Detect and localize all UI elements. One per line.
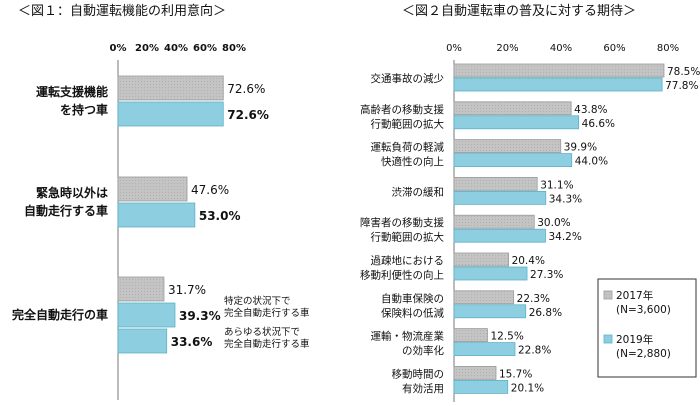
chart2-data-label: 12.5% — [490, 331, 523, 343]
chart1-category-label: を持つ車 — [60, 102, 108, 117]
chart2-data-label: 34.2% — [548, 231, 581, 243]
chart2-category-label: 過疎地における — [371, 254, 445, 267]
chart2-category-label: 高齢者の移動支援 — [360, 103, 444, 116]
chart2-data-label: 15.7% — [499, 368, 532, 380]
chart2-category-label: の効率化 — [402, 344, 444, 357]
chart1-xtick-label: 0% — [110, 43, 127, 54]
chart2-data-label: 39.9% — [564, 142, 597, 154]
chart1-category-label: 緊急時以外は — [36, 185, 108, 200]
chart1-category-label: 運転支援機能 — [36, 84, 108, 99]
chart2-legend-label: 2017年 — [616, 289, 653, 302]
chart2-legend-box — [597, 278, 697, 378]
chart1-category-label: 完全自動走行の車 — [12, 307, 108, 322]
chart2-data-label: 44.0% — [575, 156, 608, 168]
chart2-category-label: 保険料の低減 — [381, 306, 444, 319]
chart2-bar — [453, 304, 527, 319]
chart2-data-label: 22.3% — [517, 293, 550, 305]
chart2-xtick-label: 20% — [496, 43, 518, 54]
chart2-bar — [453, 139, 562, 154]
chart2-data-label: 43.8% — [574, 104, 607, 116]
chart1-annotation: 完全自動走行する車 — [224, 338, 310, 350]
chart1-xtick-label: 60% — [193, 43, 217, 54]
chart1-xtick-label: 80% — [222, 43, 246, 54]
chart2-data-label: 30.0% — [537, 217, 570, 229]
chart2-bar — [453, 190, 547, 205]
chart1-bar — [117, 302, 176, 328]
chart2-xtick-label: 60% — [603, 43, 625, 54]
chart2-data-label: 27.3% — [530, 269, 563, 281]
chart1-xtick-label: 20% — [135, 43, 159, 54]
chart2-category-label: 運輸・物流産業 — [371, 330, 445, 343]
chart2-data-label: 34.3% — [549, 193, 582, 205]
chart2-data-label: 22.8% — [518, 345, 551, 357]
chart2-legend-label: 2019年 — [616, 333, 653, 346]
chart2-category-label: 障害者の移動支援 — [360, 216, 444, 229]
chart2-bar — [453, 214, 535, 229]
chart2-bar — [453, 266, 528, 281]
chart2-bar — [453, 290, 515, 305]
chart1-bar — [117, 75, 224, 101]
chart1-data-label: 39.3% — [179, 309, 221, 323]
chart2-category-label: 渋滞の緩和 — [392, 185, 445, 198]
chart2-data-label: 20.4% — [512, 255, 545, 267]
chart2-category-label: 移動利便性の向上 — [360, 269, 444, 282]
chart1-annotation: 特定の状況下で — [224, 295, 291, 307]
chart1-title: ＜図１：自動運転機能の利用意向＞ — [18, 4, 227, 19]
chart1-bar — [117, 202, 196, 228]
chart2-category-label: 自動車保険の — [381, 292, 444, 305]
chart2-category-label: 快適性の向上 — [381, 155, 444, 168]
chart2-category-label: 交通事故の減少 — [371, 72, 445, 85]
chart2-data-label: 46.6% — [582, 118, 615, 130]
chart2-bar — [453, 77, 663, 92]
chart2-category-label: 有効活用 — [402, 382, 444, 395]
chart2-legend-swatch — [603, 334, 613, 344]
chart1-data-label: 72.6% — [227, 108, 269, 122]
chart2-bar — [453, 379, 509, 394]
chart2-bar — [453, 176, 538, 191]
chart2-bar — [453, 328, 488, 343]
chart1-data-label: 31.7% — [168, 283, 206, 297]
chart1-data-label: 33.6% — [171, 335, 213, 349]
chart1-data-label: 53.0% — [199, 209, 241, 223]
chart1-xtick-label: 40% — [164, 43, 188, 54]
chart2-bar — [453, 252, 509, 267]
chart2-title: ＜図２自動運転車の普及に対する期待＞ — [402, 4, 637, 19]
chart2-bar — [453, 101, 572, 116]
chart2-xtick-label: 40% — [550, 43, 572, 54]
chart1-category-label: 自動走行する車 — [24, 203, 108, 218]
chart1-annotation: 完全自動走行する車 — [224, 307, 310, 319]
chart2-legend-label: (N=2,880) — [616, 348, 671, 360]
chart2-bar — [453, 342, 516, 357]
chart2-bar — [453, 365, 497, 380]
chart1-bar — [117, 328, 168, 354]
chart2-category-label: 運転負荷の軽減 — [371, 141, 445, 154]
chart1-annotation: あらゆる状況下で — [224, 326, 300, 338]
chart2-xtick-label: 0% — [446, 43, 462, 54]
chart1-data-label: 47.6% — [191, 183, 229, 197]
chart2-bar — [453, 228, 546, 243]
chart2-xtick-label: 80% — [657, 43, 679, 54]
chart2-legend-label: (N=3,600) — [616, 304, 671, 316]
chart2-data-label: 78.5% — [667, 66, 700, 78]
chart1-data-label: 72.6% — [227, 82, 265, 96]
chart2-legend-swatch — [603, 290, 613, 300]
chart2-category-label: 移動時間の — [392, 367, 445, 380]
chart2-data-label: 26.8% — [529, 307, 562, 319]
chart2-data-label: 77.8% — [665, 80, 698, 92]
chart1-bar — [117, 176, 188, 202]
chart2-category-label: 行動範囲の拡大 — [371, 117, 445, 130]
chart2-bar — [453, 153, 573, 168]
chart1-bar — [117, 276, 165, 302]
chart2-data-label: 20.1% — [511, 382, 544, 394]
chart1-bar — [117, 101, 224, 127]
chart2-data-label: 31.1% — [540, 179, 573, 191]
chart2-category-label: 行動範囲の拡大 — [371, 231, 445, 244]
chart2-bar — [453, 115, 580, 130]
chart2-bar — [453, 63, 665, 78]
